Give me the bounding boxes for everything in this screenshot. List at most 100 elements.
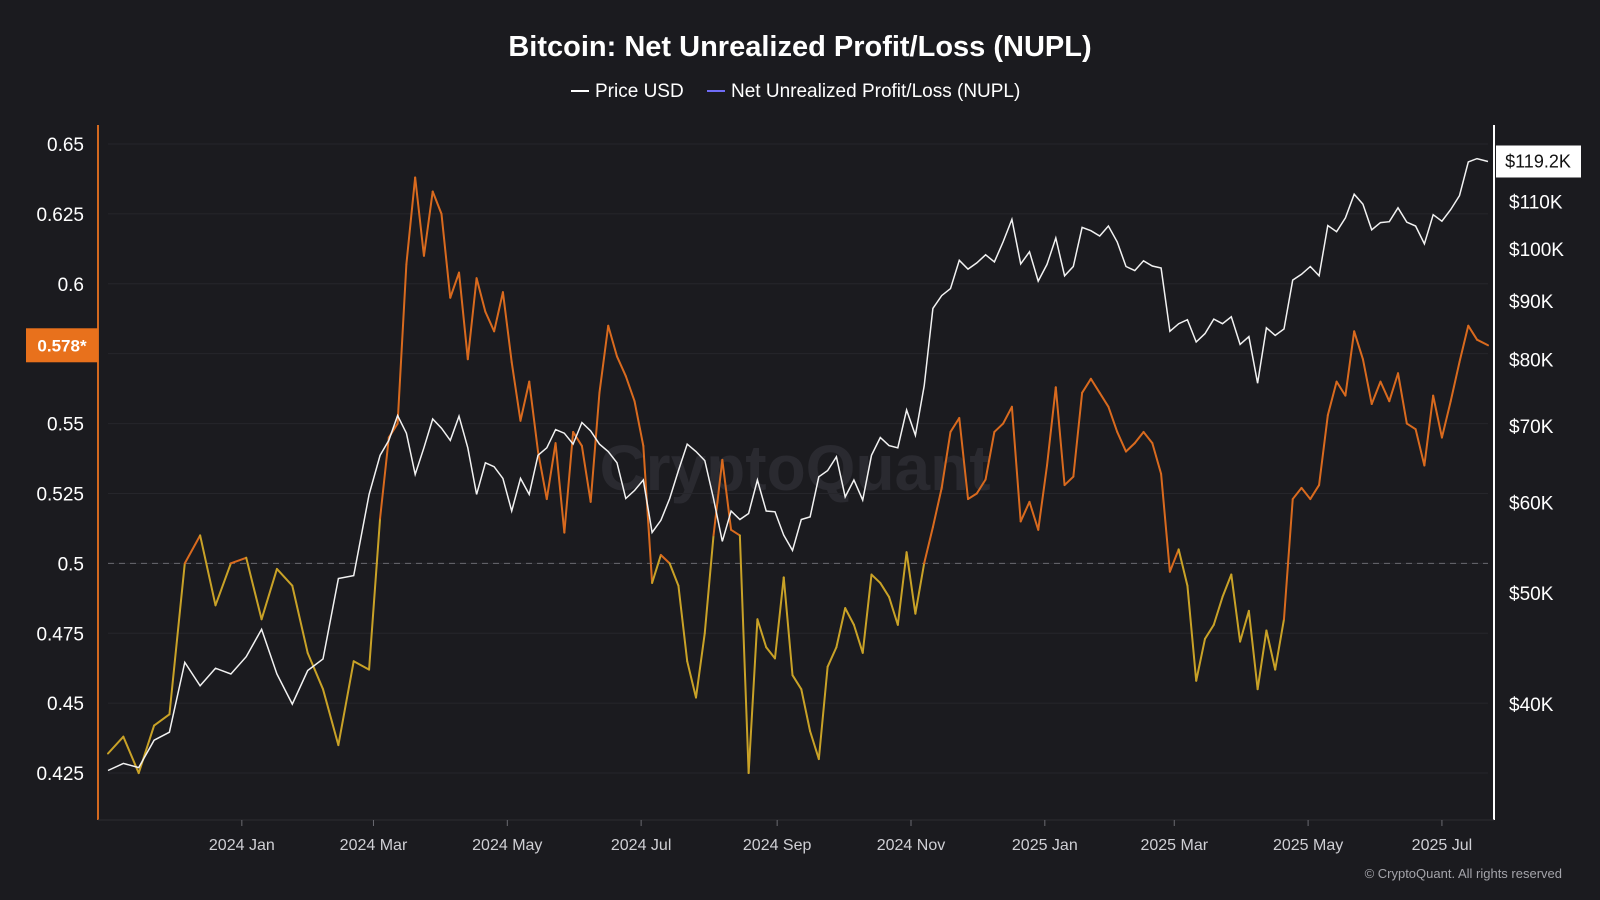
right-axis-ticks: $40K $50K $60K $70K $80K $90K $100K $110K [1509, 192, 1564, 716]
nupl-segment [137, 724, 156, 775]
right-tick-label: $100K [1509, 240, 1564, 261]
nupl-segment [199, 534, 217, 607]
nupl-segment [501, 291, 513, 364]
nupl-segment [1221, 573, 1233, 598]
nupl-segment [607, 324, 618, 358]
nupl-segment [466, 277, 478, 361]
nupl-segment [1449, 361, 1461, 403]
nupl-segment [1133, 430, 1145, 445]
left-tick-label: 0.625 [36, 205, 84, 226]
nupl-segment [1151, 442, 1163, 475]
nupl-segment [291, 584, 309, 654]
current-nupl-badge-bg [26, 328, 98, 363]
legend-label-price: Price USD [595, 81, 684, 102]
nupl-segment [1274, 618, 1285, 671]
nupl-segment [967, 492, 978, 501]
nupl-segment [379, 436, 390, 520]
nupl-segment [322, 688, 340, 747]
nupl-segment [528, 380, 540, 453]
nupl-segment [1432, 394, 1443, 439]
nupl-segment [1019, 500, 1031, 523]
nupl-segment [738, 534, 750, 775]
left-tick-label: 0.45 [47, 694, 84, 715]
nupl-segment [1247, 609, 1259, 691]
nupl-segment [677, 584, 689, 663]
nupl-segment [545, 442, 557, 501]
nupl-segment [1177, 548, 1189, 587]
nupl-segment [510, 361, 522, 422]
nupl-segment [747, 618, 759, 775]
left-tick-label: 0.5 [58, 554, 84, 575]
nupl-segment [484, 310, 496, 333]
nupl-segment [214, 562, 232, 607]
nupl-segment [1379, 380, 1391, 403]
nupl-segment [1107, 405, 1119, 433]
nupl-segment [396, 263, 408, 425]
nupl-segment [958, 416, 970, 501]
current-price-badge: $119.2K [1496, 145, 1581, 178]
nupl-segment [703, 534, 715, 635]
nupl-segment [844, 607, 855, 626]
nupl-segment [1098, 391, 1110, 408]
nupl-segment [1010, 405, 1022, 523]
right-tick-label: $60K [1509, 494, 1554, 515]
nupl-segment [1388, 372, 1400, 403]
nupl-segment [1282, 498, 1294, 621]
nupl-segment [1212, 595, 1224, 626]
nupl-segment [1265, 629, 1277, 671]
nupl-segment [1116, 430, 1127, 453]
right-tick-label: $40K [1509, 695, 1554, 716]
right-tick-label: $90K [1509, 292, 1554, 313]
nupl-segment [949, 416, 961, 433]
nupl-segment [800, 688, 812, 733]
legend-item-price[interactable]: Price USD [571, 81, 684, 102]
nupl-segment [809, 730, 820, 761]
nupl-segment [183, 534, 202, 565]
nupl-segment [519, 380, 531, 422]
x-tick-label: 2024 Jan [209, 837, 275, 854]
nupl-segment [1168, 548, 1180, 573]
nupl-segment [1239, 609, 1250, 643]
left-axis-ticks: 0.4250.450.4750.50.5250.550.5750.60.6250… [36, 135, 84, 785]
nupl-segment [1046, 386, 1057, 467]
nupl-segment [870, 573, 882, 584]
legend-item-nupl[interactable]: Net Unrealized Profit/Loss (NUPL) [707, 81, 1020, 102]
left-tick-label: 0.475 [36, 624, 84, 645]
nupl-segment [368, 517, 382, 671]
nupl-segment [1089, 377, 1101, 394]
nupl-segment [940, 430, 952, 489]
nupl-segment [1230, 573, 1242, 643]
legend-label-nupl: Net Unrealized Profit/Loss (NUPL) [731, 81, 1020, 102]
nupl-segment [835, 607, 847, 649]
nupl-segment [756, 618, 768, 649]
nupl-segment [1458, 324, 1470, 364]
nupl-segment [1335, 380, 1347, 397]
current-price-badge-bg [1496, 145, 1581, 178]
x-tick-label: 2025 May [1273, 837, 1343, 854]
nupl-segment [563, 430, 575, 534]
current-price-badge-label: $119.2K [1505, 151, 1571, 171]
nupl-segment [275, 567, 294, 587]
nupl-segment [1291, 486, 1303, 501]
current-nupl-badge-label: 0.578* [37, 336, 87, 355]
right-tick-label: $70K [1509, 417, 1554, 438]
nupl-segment [1300, 486, 1312, 501]
nupl-segment [1326, 380, 1338, 417]
nupl-segment [1405, 422, 1417, 431]
nupl-segment [107, 735, 125, 755]
nupl-segment [1142, 430, 1154, 445]
x-tick-label: 2024 May [472, 837, 542, 854]
nupl-segment [1309, 484, 1321, 501]
nupl-segment [1054, 386, 1066, 487]
nupl-segment [773, 576, 785, 660]
nupl-segment [642, 444, 654, 584]
copyright-text: © CryptoQuant. All rights reserved [1365, 866, 1562, 881]
x-tick-label: 2025 Jul [1412, 837, 1473, 854]
nupl-segment [431, 190, 443, 215]
nupl-segment [694, 632, 706, 699]
nupl-segment [765, 646, 776, 660]
left-tick-label: 0.65 [47, 135, 84, 156]
x-tick-label: 2025 Mar [1140, 837, 1208, 854]
nupl-segment [153, 713, 171, 727]
nupl-segment [1028, 500, 1040, 531]
